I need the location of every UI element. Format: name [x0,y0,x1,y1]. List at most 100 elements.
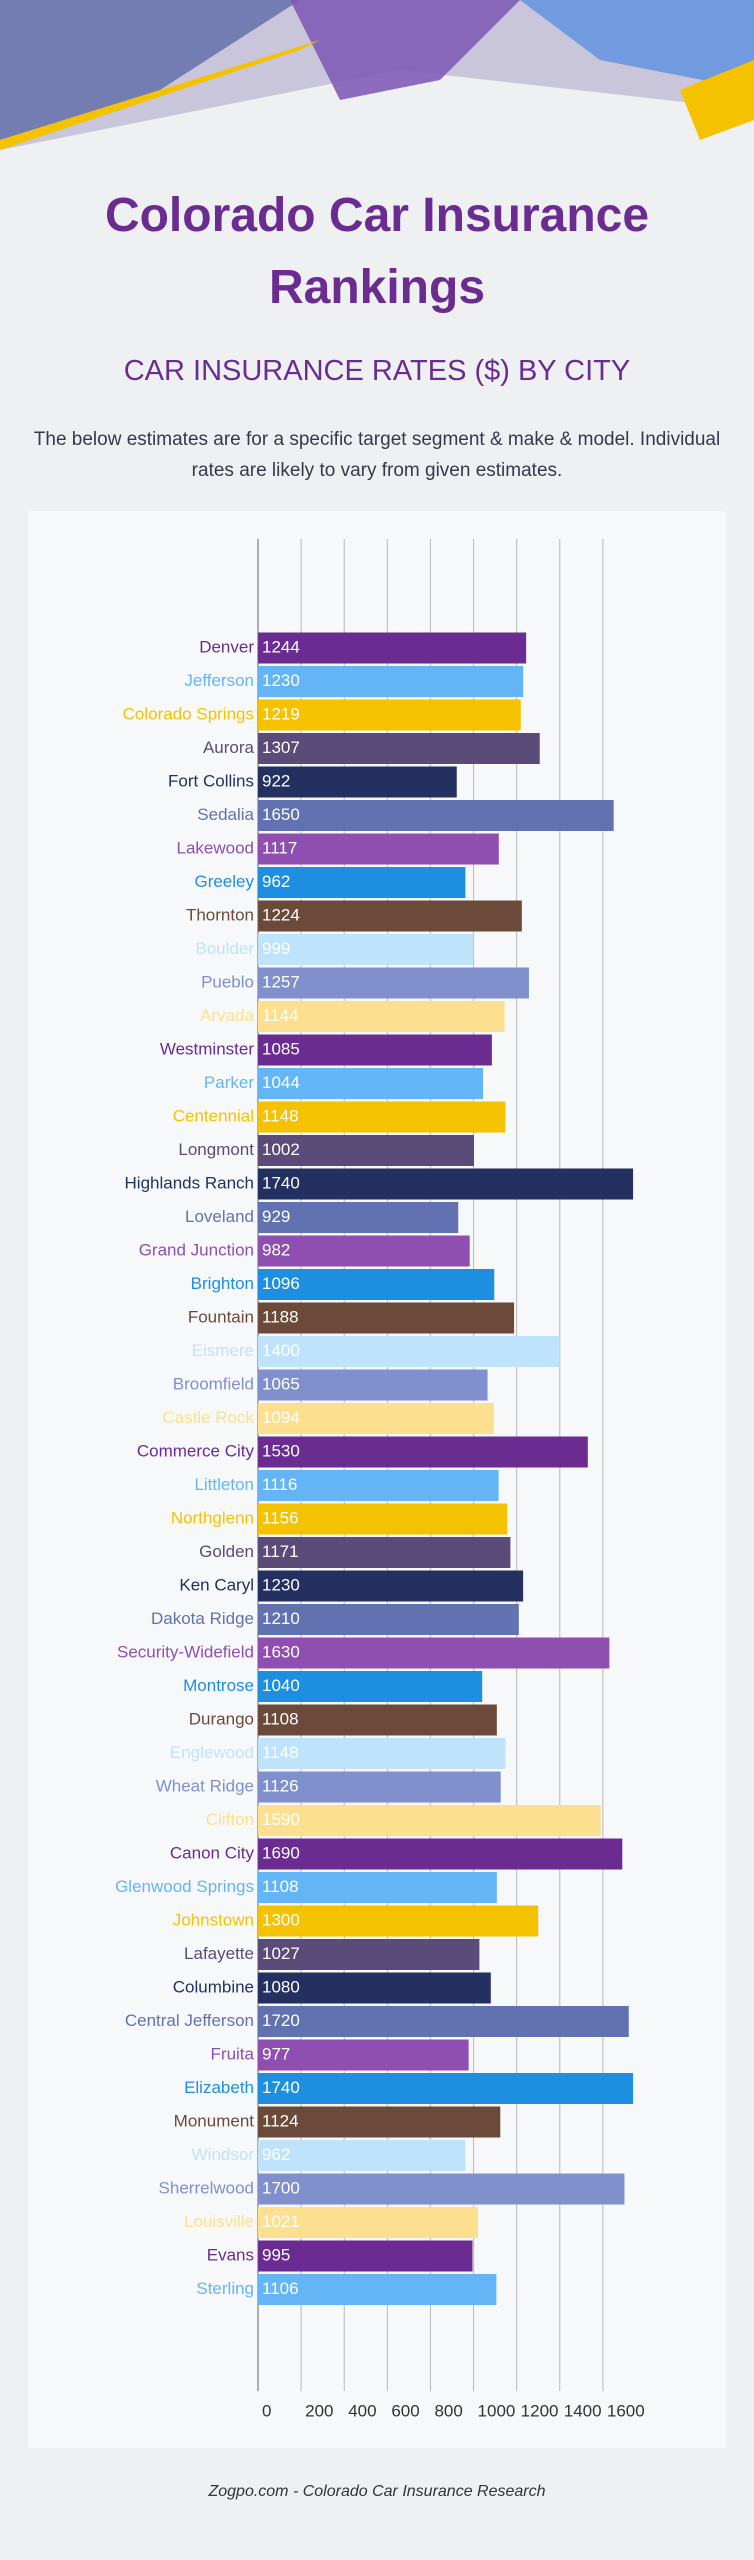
category-label: Centennial [173,1106,254,1125]
bar [258,2006,629,2037]
value-label: 922 [262,771,290,790]
x-tick-label: 1600 [607,2401,645,2420]
category-label: Monument [174,2111,255,2130]
bar [258,867,466,898]
bar [258,2274,497,2305]
category-label: Glenwood Springs [115,1877,254,1896]
bar [258,833,499,865]
bar [258,1771,501,1803]
x-tick-label: 200 [305,2401,333,2420]
category-label: Sherrelwood [159,2178,254,2197]
category-label: Johnstown [173,1910,254,1929]
category-label: Durango [189,1709,254,1728]
x-tick-label: 1000 [478,2401,516,2420]
footer: Zogpo.com - Colorado Car Insurance Resea… [208,2483,546,2500]
category-label: Fort Collins [168,771,254,790]
category-label: Sedalia [197,805,254,824]
bar [258,1202,459,1233]
x-tick-label: 800 [434,2401,462,2420]
bar [258,1101,506,1133]
category-label: Pueblo [201,972,254,991]
value-label: 1210 [262,1609,300,1628]
bar [258,1068,484,1099]
bar [258,1704,497,1736]
category-label: Security-Widefield [117,1642,254,1661]
category-label: Dakota Ridge [151,1609,254,1628]
category-label: Elizabeth [184,2078,254,2097]
header-shape [520,0,754,90]
bar [258,666,524,697]
bar [258,766,457,798]
category-label: Aurora [203,738,255,757]
category-label: Evans [207,2245,254,2264]
value-label: 1171 [262,1542,299,1561]
category-label: Longmont [178,1140,254,1159]
bar [258,967,529,999]
bar [258,1838,623,1870]
bar [258,1738,506,1769]
value-label: 1244 [262,637,300,656]
bar [258,2039,469,2071]
bar [258,1034,492,1066]
value-label: 1002 [262,1140,300,1159]
bar [258,2073,634,2104]
category-label: Fruita [211,2044,255,2063]
value-label: 962 [262,872,290,891]
value-label: 1126 [262,1776,299,1795]
value-label: 962 [262,2145,290,2164]
value-label: 1106 [262,2279,299,2298]
category-label: Clifton [206,1810,254,1829]
x-tick-label: 400 [348,2401,376,2420]
category-label: Columbine [173,1977,254,1996]
bar [258,1168,634,1200]
bar [258,1537,511,1568]
category-label: Englewood [170,1743,254,1762]
bar [258,800,614,831]
bar [258,1001,505,1032]
value-label: 1040 [262,1676,300,1695]
value-label: 1300 [262,1910,300,1929]
category-label: Fountain [188,1307,254,1326]
value-label: 1108 [262,1709,299,1728]
value-label: 982 [262,1240,290,1259]
category-label: Eismere [192,1341,254,1360]
category-label: Greeley [194,872,254,891]
header-shape [0,40,320,150]
bar [258,733,540,764]
x-tick-label: 0 [262,2401,271,2420]
value-label: 1530 [262,1441,300,1460]
category-label: Lafayette [184,1944,254,1963]
x-tick-label: 600 [391,2401,419,2420]
value-label: 1720 [262,2011,300,2030]
value-label: 1400 [262,1341,300,1360]
category-label: Central Jefferson [125,2011,254,2030]
category-label: Wheat Ridge [156,1776,254,1795]
bar [258,1403,494,1434]
bar [258,1939,480,1970]
bar [258,1302,515,1334]
value-label: 1144 [262,1006,299,1025]
header-shape [680,60,754,140]
bar [258,1503,508,1535]
value-label: 1700 [262,2178,300,2197]
bar [258,2240,473,2272]
value-label: 1307 [262,738,300,757]
header-shape [290,0,520,100]
value-label: 1085 [262,1039,300,1058]
value-label: 1230 [262,671,300,690]
value-label: 1116 [262,1475,297,1494]
bar [258,1235,470,1267]
bar [258,1805,601,1836]
category-label: Colorado Springs [123,704,254,723]
category-label: Loveland [185,1207,254,1226]
value-label: 1690 [262,1843,300,1862]
value-label: 1630 [262,1642,300,1661]
value-label: 1224 [262,905,300,924]
value-label: 1740 [262,2078,300,2097]
category-label: Northglenn [171,1508,254,1527]
category-label: Westminster [160,1039,254,1058]
category-label: Brighton [191,1274,254,1293]
bar [258,1972,491,2004]
